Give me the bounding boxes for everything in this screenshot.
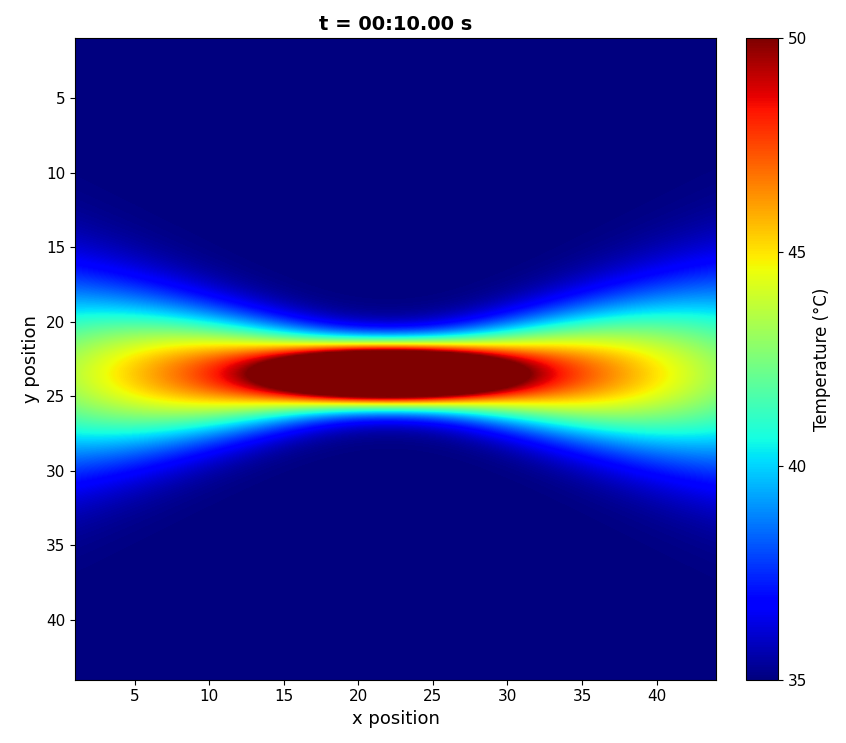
X-axis label: x position: x position <box>352 710 440 728</box>
Y-axis label: Temperature (°C): Temperature (°C) <box>813 288 831 431</box>
Y-axis label: y position: y position <box>22 315 41 403</box>
Title: t = 00:10.00 s: t = 00:10.00 s <box>319 15 472 34</box>
